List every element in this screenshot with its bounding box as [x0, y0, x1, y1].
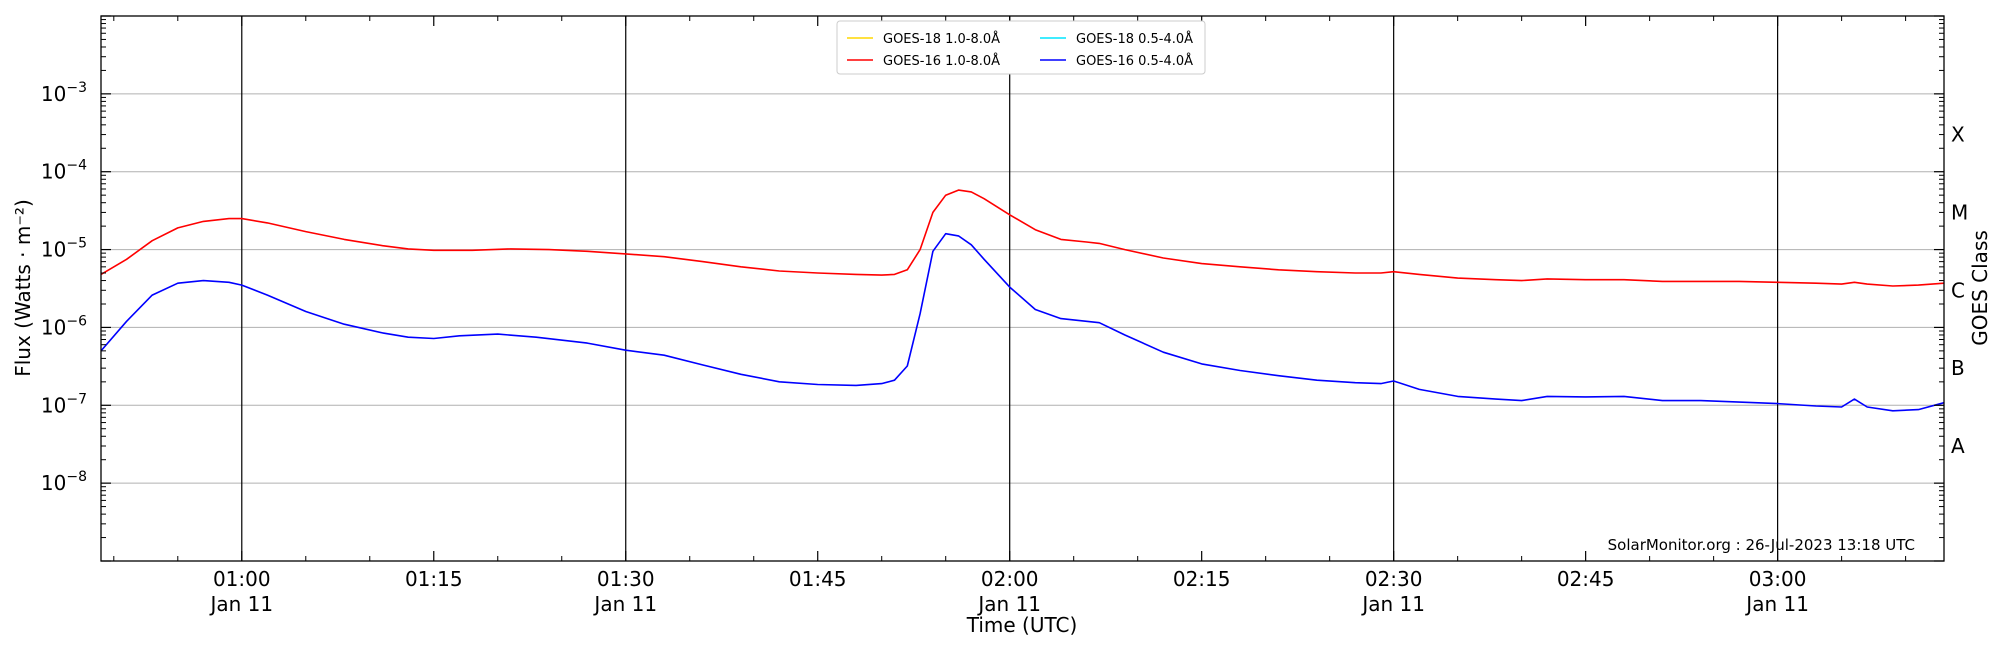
x-tick-date: Jan 11	[1360, 592, 1425, 616]
day-marker-lines	[241, 16, 1779, 561]
y-tick-label: 10−3	[41, 80, 87, 106]
legend-box	[836, 20, 1206, 75]
x-tick-date: Jan 11	[208, 592, 273, 616]
goes-class-c: C	[1951, 278, 1965, 302]
legend-entry: GOES-16 1.0-8.0Å	[883, 53, 1000, 69]
y-tick-label: 10−7	[41, 391, 87, 417]
goes-class-b: B	[1951, 356, 1965, 380]
axis-ticks	[101, 15, 1944, 562]
x-tick-time: 01:30	[597, 567, 655, 591]
y-tick-labels: 10−8 10−7 10−6 10−5 10−4 10−3	[41, 80, 87, 495]
series-line-1	[100, 189, 1945, 287]
legend: GOES-18 1.0-8.0Å GOES-16 1.0-8.0Å GOES-18 …	[836, 20, 1206, 75]
goes-class-m: M	[1951, 200, 1968, 224]
x-tick-time: 03:00	[1749, 567, 1807, 591]
x-axis-title: Time (UTC)	[966, 613, 1078, 637]
x-tick-time: 02:15	[1173, 567, 1231, 591]
grid-lines	[101, 93, 1944, 484]
goes-class-x: X	[1951, 123, 1965, 147]
x-tick-date: Jan 11	[976, 592, 1041, 616]
x-tick-time: 01:00	[213, 567, 271, 591]
goes-class-a: A	[1951, 434, 1965, 458]
plot-frame	[100, 15, 1945, 562]
y-tick-label: 10−4	[41, 158, 87, 184]
x-tick-time: 01:15	[405, 567, 463, 591]
x-tick-time: 01:45	[789, 567, 847, 591]
x-tick-time: 02:45	[1557, 567, 1615, 591]
series-lines	[100, 189, 1945, 412]
x-tick-time: 02:30	[1365, 567, 1423, 591]
legend-entry: GOES-18 0.5-4.0Å	[1076, 31, 1193, 47]
right-axis-title: GOES Class	[1968, 230, 1992, 346]
y-tick-label: 10−6	[41, 313, 87, 339]
y-tick-label: 10−5	[41, 236, 87, 262]
series-line-3	[100, 232, 1945, 412]
x-tick-time: 02:00	[981, 567, 1039, 591]
x-tick-date: Jan 11	[1744, 592, 1809, 616]
y-axis-title: Flux (Watts · m⁻²)	[11, 199, 35, 377]
y-tick-label: 10−8	[41, 469, 87, 495]
goes-class-labels: A B C M X	[1951, 123, 1968, 458]
x-tick-date: Jan 11	[592, 592, 657, 616]
legend-entry: GOES-18 1.0-8.0Å	[883, 31, 1000, 47]
watermark: SolarMonitor.org : 26-Jul-2023 13:18 UTC	[1608, 536, 1915, 554]
legend-entry: GOES-16 0.5-4.0Å	[1076, 53, 1193, 69]
